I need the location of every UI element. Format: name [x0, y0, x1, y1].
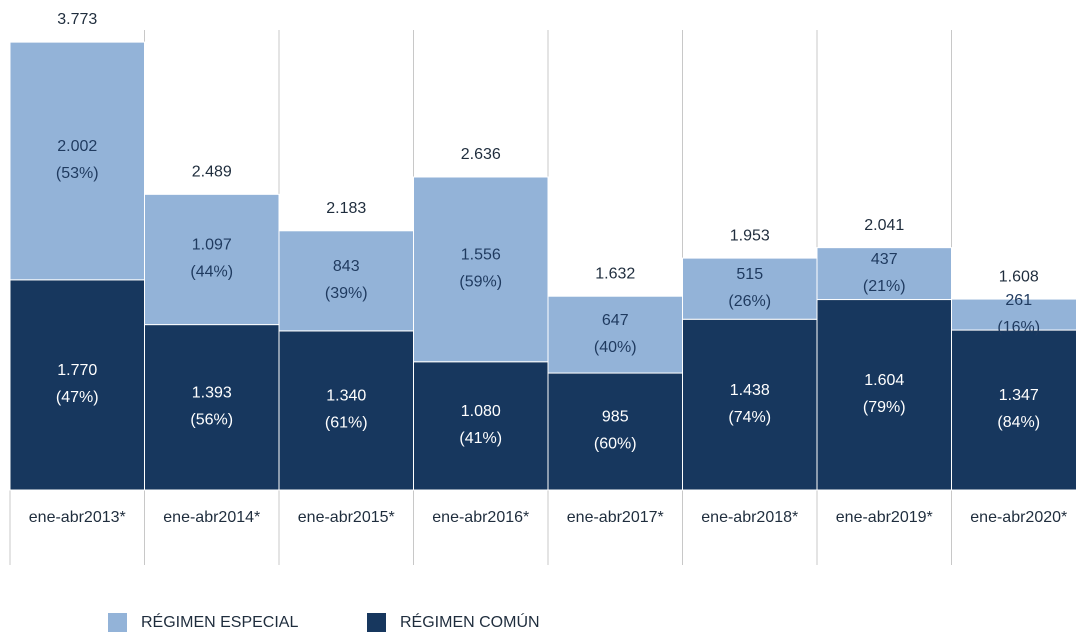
share-label: (16%) — [997, 319, 1040, 336]
x-tick-label: ene-abr2014* — [163, 509, 260, 526]
bar-segment — [413, 361, 549, 491]
total-label: 1.632 — [595, 265, 635, 282]
bar-segment — [682, 257, 818, 320]
share-label: (39%) — [325, 285, 368, 302]
bar-segment — [816, 299, 952, 491]
value-label: 1.604 — [864, 372, 904, 389]
bar-segment — [144, 193, 280, 326]
value-label: 437 — [871, 251, 898, 268]
share-label: (60%) — [594, 436, 637, 453]
x-tick-label: ene-abr2015* — [298, 509, 395, 526]
bar-segment — [547, 295, 683, 374]
x-tick-label: ene-abr2020* — [970, 509, 1067, 526]
value-label: 1.097 — [192, 237, 232, 254]
total-label: 1.608 — [999, 268, 1039, 285]
x-tick-label: ene-abr2013* — [29, 509, 126, 526]
total-label: 2.489 — [192, 164, 232, 181]
x-tick-label: ene-abr2017* — [567, 509, 664, 526]
share-label: (74%) — [728, 409, 771, 426]
value-label: 985 — [602, 409, 629, 426]
total-label: 1.953 — [730, 227, 770, 244]
x-tick-label: ene-abr2016* — [432, 509, 529, 526]
bar-segment — [144, 324, 280, 491]
share-label: (53%) — [56, 165, 99, 182]
total-label: 2.636 — [461, 146, 501, 163]
value-label: 261 — [1005, 292, 1032, 309]
legend-label: RÉGIMEN COMÚN — [400, 612, 540, 631]
share-label: (47%) — [56, 389, 99, 406]
share-label: (26%) — [728, 293, 771, 310]
share-label: (59%) — [459, 274, 502, 291]
share-label: (40%) — [594, 339, 637, 356]
total-label: 2.041 — [864, 217, 904, 234]
share-label: (61%) — [325, 415, 368, 432]
value-label: 1.393 — [192, 385, 232, 402]
value-label: 1.556 — [461, 247, 501, 264]
value-label: 1.770 — [57, 362, 97, 379]
total-label: 3.773 — [57, 11, 97, 28]
bar-segment — [278, 330, 414, 491]
value-label: 1.347 — [999, 387, 1039, 404]
bar-segment — [9, 279, 145, 491]
bar-segment — [547, 372, 683, 491]
value-label: 1.080 — [461, 403, 501, 420]
bar-segment — [413, 176, 549, 363]
share-label: (21%) — [863, 278, 906, 295]
total-label: 2.183 — [326, 200, 366, 217]
share-label: (44%) — [190, 264, 233, 281]
share-label: (56%) — [190, 412, 233, 429]
bar-segment — [951, 298, 1076, 331]
legend-label: RÉGIMEN ESPECIAL — [141, 612, 298, 631]
bar-segment — [951, 329, 1076, 491]
share-label: (41%) — [459, 430, 502, 447]
bar-segment — [278, 230, 414, 332]
value-label: 2.002 — [57, 138, 97, 155]
share-label: (84%) — [997, 414, 1040, 431]
value-label: 515 — [736, 266, 763, 283]
share-label: (79%) — [863, 399, 906, 416]
legend-swatch — [367, 613, 386, 632]
bar-segment — [9, 41, 145, 281]
legend-swatch — [108, 613, 127, 632]
value-label: 1.438 — [730, 382, 770, 399]
bar-segment — [682, 318, 818, 491]
value-label: 843 — [333, 258, 360, 275]
x-tick-label: ene-abr2019* — [836, 509, 933, 526]
value-label: 647 — [602, 312, 629, 329]
x-tick-label: ene-abr2018* — [701, 509, 798, 526]
value-label: 1.340 — [326, 388, 366, 405]
bar-segment — [816, 247, 952, 301]
